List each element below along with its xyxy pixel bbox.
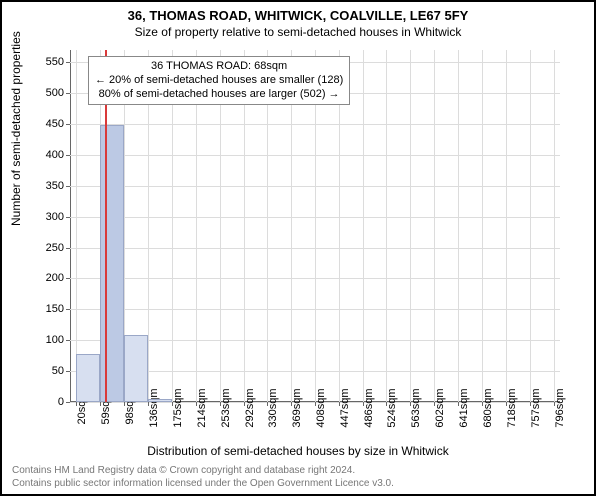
ytick-label: 300 (46, 211, 64, 223)
ytick-mark (66, 124, 70, 125)
gridline-v (482, 50, 483, 402)
xtick-label: 369sqm (291, 388, 303, 427)
footer-line2: Contains public sector information licen… (12, 478, 584, 491)
histogram-bar (76, 354, 100, 402)
ytick-label: 50 (52, 365, 64, 377)
y-axis-line (70, 50, 71, 402)
ytick-label: 0 (58, 396, 64, 408)
ytick-mark (66, 248, 70, 249)
ytick-mark (66, 155, 70, 156)
ytick-mark (66, 371, 70, 372)
ytick-mark (66, 309, 70, 310)
chart-title-line1: 36, THOMAS ROAD, WHITWICK, COALVILLE, LE… (2, 8, 594, 23)
xtick-label: 330sqm (267, 388, 279, 427)
histogram-bar (148, 399, 172, 402)
gridline-v (410, 50, 411, 402)
ytick-label: 550 (46, 56, 64, 68)
gridline-v (363, 50, 364, 402)
ytick-mark (66, 340, 70, 341)
ytick-label: 250 (46, 242, 64, 254)
chart-frame: 36, THOMAS ROAD, WHITWICK, COALVILLE, LE… (0, 0, 596, 496)
ytick-label: 350 (46, 180, 64, 192)
gridline-v (76, 50, 77, 402)
xtick-label: 447sqm (339, 388, 351, 427)
xtick-label: 641sqm (458, 388, 470, 427)
xtick-label: 175sqm (172, 388, 184, 427)
ytick-mark (66, 217, 70, 218)
xtick-label: 757sqm (530, 388, 542, 427)
ytick-label: 400 (46, 149, 64, 161)
x-axis-label: Distribution of semi-detached houses by … (2, 444, 594, 458)
xtick-label: 718sqm (506, 388, 518, 427)
ytick-mark (66, 278, 70, 279)
xtick-label: 563sqm (410, 388, 422, 427)
xtick-label: 136sqm (148, 388, 160, 427)
xtick-label: 214sqm (196, 388, 208, 427)
histogram-bar (124, 335, 147, 402)
ytick-label: 500 (46, 87, 64, 99)
ytick-label: 200 (46, 272, 64, 284)
annotation-line3: 80% of semi-detached houses are larger (… (95, 88, 343, 102)
gridline-v (554, 50, 555, 402)
xtick-label: 253sqm (220, 388, 232, 427)
xtick-label: 524sqm (386, 388, 398, 427)
annotation-box: 36 THOMAS ROAD: 68sqm ← 20% of semi-deta… (88, 56, 350, 105)
chart-title-line2: Size of property relative to semi-detach… (2, 25, 594, 39)
gridline-v (386, 50, 387, 402)
ytick-mark (66, 186, 70, 187)
ytick-mark (66, 402, 70, 403)
gridline-v (506, 50, 507, 402)
xtick-label: 292sqm (244, 388, 256, 427)
ytick-label: 100 (46, 334, 64, 346)
xtick-label: 796sqm (554, 388, 566, 427)
gridline-v (458, 50, 459, 402)
annotation-line2: ← 20% of semi-detached houses are smalle… (95, 74, 343, 88)
ytick-label: 150 (46, 303, 64, 315)
footer-line1: Contains HM Land Registry data © Crown c… (12, 465, 584, 478)
ytick-mark (66, 62, 70, 63)
ytick-mark (66, 93, 70, 94)
ytick-label: 450 (46, 118, 64, 130)
y-axis-label: Number of semi-detached properties (9, 31, 23, 226)
gridline-v (434, 50, 435, 402)
gridline-v (530, 50, 531, 402)
xtick-label: 486sqm (363, 388, 375, 427)
annotation-line1: 36 THOMAS ROAD: 68sqm (95, 60, 343, 74)
xtick-label: 680sqm (482, 388, 494, 427)
footer: Contains HM Land Registry data © Crown c… (12, 465, 584, 490)
xtick-label: 602sqm (434, 388, 446, 427)
xtick-label: 408sqm (315, 388, 327, 427)
plot-area: 05010015020025030035040045050055020sqm59… (70, 50, 560, 402)
